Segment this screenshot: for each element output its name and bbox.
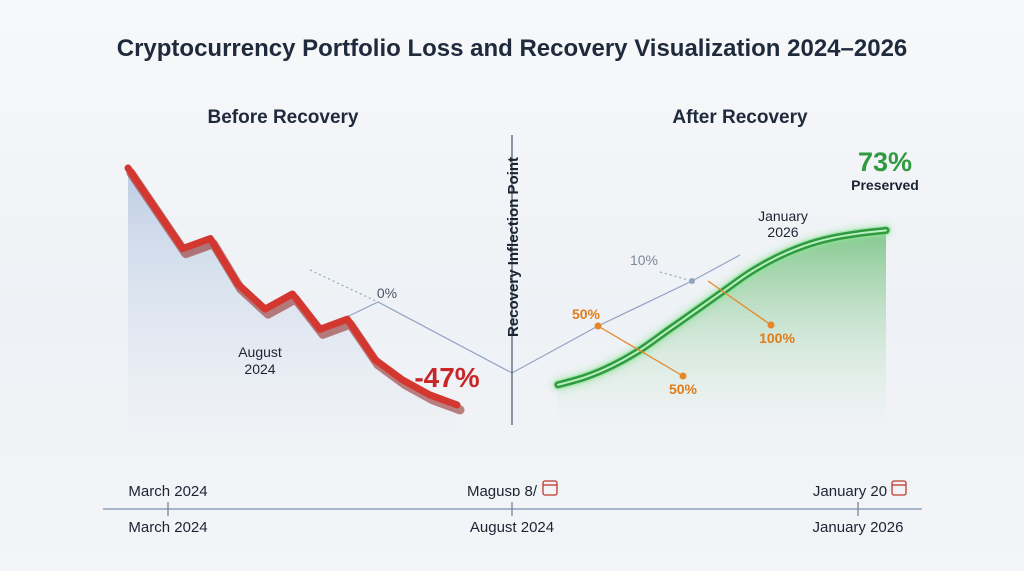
timeline-bottom-march: March 2024	[128, 519, 207, 536]
ten-percent-label: 10%	[630, 252, 658, 268]
chart-title: Cryptocurrency Portfolio Loss and Recove…	[117, 35, 908, 62]
gain-line-highlight	[557, 229, 887, 386]
gain-series	[553, 225, 891, 390]
timeline-top-august: Magusɒ 8/	[467, 483, 538, 500]
loss-line	[124, 164, 461, 409]
january-label-line2: 2026	[767, 224, 798, 240]
orange-label-50-lower: 50%	[669, 381, 698, 397]
calendar-icon	[542, 480, 558, 496]
timeline	[103, 502, 922, 516]
august-label-line1: August	[238, 344, 282, 360]
gain-area	[558, 230, 886, 430]
orange-label-50-upper: 50%	[572, 306, 601, 322]
connector-lines	[309, 254, 741, 374]
ten-percent-marker	[689, 278, 695, 284]
panel-title-before: Before Recovery	[207, 107, 358, 128]
orange-callouts	[594, 280, 775, 380]
timeline-top-january: January 20	[813, 483, 887, 500]
timeline-top-march: March 2024	[128, 483, 207, 500]
january-label-line1: January	[758, 208, 808, 224]
timeline-bottom-january: January 2026	[813, 519, 904, 536]
timeline-bottom-august: August 2024	[470, 519, 554, 536]
august-label-line2: 2024	[244, 361, 275, 377]
inflection-label: Recovery Inflection Point	[505, 157, 522, 337]
preserved-percent: 73%	[858, 147, 912, 177]
orange-label-100: 100%	[759, 330, 795, 346]
panel-title-after: After Recovery	[672, 107, 808, 128]
preserved-label: Preserved	[851, 177, 919, 193]
loss-series	[124, 164, 465, 415]
loss-percent: -47%	[414, 362, 479, 393]
calendar-icon	[891, 480, 907, 496]
zero-percent-label: 0%	[377, 285, 397, 301]
